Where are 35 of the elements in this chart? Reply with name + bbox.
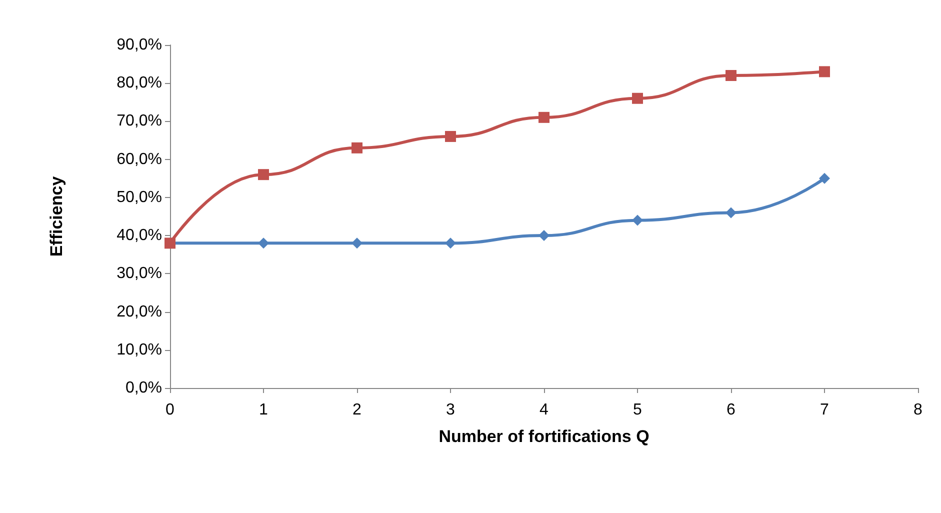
x-tick-label: 1 — [259, 402, 268, 418]
y-axis-title: Efficiency — [47, 176, 66, 257]
y-tick-label: 30,0% — [116, 265, 162, 282]
point — [538, 230, 550, 242]
x-tick-label: 6 — [726, 402, 736, 418]
x-tick-label: 2 — [352, 402, 362, 418]
y-tick-label: 10,0% — [116, 341, 162, 358]
point — [258, 238, 269, 249]
x-tick-label: 3 — [446, 402, 456, 418]
y-tick-label: 60,0% — [116, 150, 162, 168]
y-tick-label: 70,0% — [116, 112, 162, 130]
point — [632, 214, 643, 226]
point — [538, 112, 550, 123]
point — [445, 130, 456, 142]
point — [726, 207, 736, 218]
y-tick-label: 40,0% — [116, 227, 162, 244]
x-tick-label: 7 — [820, 402, 830, 418]
point — [258, 169, 269, 180]
point — [726, 70, 736, 81]
x-axis-title: Number of fortifications Q — [438, 427, 650, 446]
x-tick-label: 4 — [540, 402, 549, 418]
y-tick-label: 90,0% — [116, 36, 162, 54]
y-tick-label: 20,0% — [116, 303, 162, 320]
x-tick-label: 5 — [633, 402, 642, 418]
point — [632, 92, 643, 104]
y-tick-label: 80,0% — [116, 74, 162, 92]
y-tick-label: 50,0% — [116, 188, 162, 206]
point — [352, 238, 362, 249]
x-tick-label: 0 — [166, 402, 175, 418]
y-tick-label: 0,0% — [126, 380, 162, 396]
point — [819, 66, 830, 78]
x-tick-label: 8 — [914, 402, 923, 418]
point — [819, 172, 830, 184]
point — [445, 238, 456, 249]
point — [352, 142, 362, 154]
